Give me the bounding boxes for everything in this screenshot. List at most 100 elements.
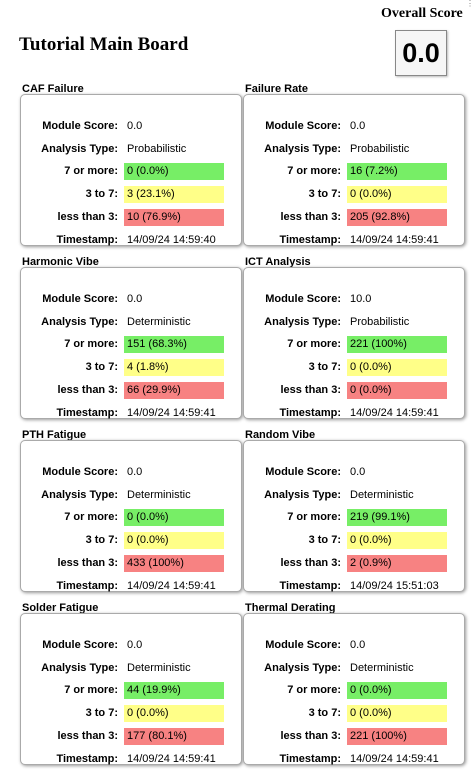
seven-or-more-value: 0 (0.0%) — [124, 163, 224, 180]
analysis-type-value: Deterministic — [127, 662, 191, 674]
analysis-type-label: Analysis Type: — [41, 143, 118, 155]
overall-score-value: 0.0 — [395, 30, 447, 76]
module-panel: Module Score: 0.0 Analysis Type: Determinis… — [20, 267, 242, 419]
analysis-type-label: Analysis Type: — [41, 316, 118, 328]
three-to-seven-row: 3 to 7: 0 (0.0%) — [244, 705, 464, 722]
module-title: Solder Fatigue — [22, 602, 99, 614]
timestamp-label: Timestamp: — [56, 407, 118, 419]
seven-or-more-label: 7 or more: — [64, 165, 118, 177]
timestamp-row: Timestamp: 14/09/24 15:51:03 — [244, 578, 464, 595]
seven-or-more-label: 7 or more: — [287, 338, 341, 350]
timestamp-row: Timestamp: 14/09/24 14:59:41 — [244, 405, 464, 422]
timestamp-label: Timestamp: — [56, 753, 118, 765]
module-score-label: Module Score: — [265, 639, 341, 651]
seven-or-more-label: 7 or more: — [64, 511, 118, 523]
module-score-value: 0.0 — [350, 120, 366, 132]
timestamp-row: Timestamp: 14/09/24 14:59:41 — [21, 405, 241, 422]
analysis-type-value: Probabilistic — [350, 316, 410, 328]
timestamp-value: 14/09/24 14:59:40 — [127, 234, 216, 246]
seven-or-more-row: 7 or more: 16 (7.2%) — [244, 163, 464, 180]
three-to-seven-label: 3 to 7: — [85, 361, 118, 373]
three-to-seven-row: 3 to 7: 4 (1.8%) — [21, 359, 241, 376]
analysis-type-row: Analysis Type: Deterministic — [21, 660, 241, 677]
seven-or-more-label: 7 or more: — [64, 338, 118, 350]
less-than-three-label: less than 3: — [280, 384, 341, 396]
module-score-label: Module Score: — [42, 639, 118, 651]
module-score-label: Module Score: — [265, 120, 341, 132]
module-score-value: 0.0 — [350, 466, 366, 478]
module-score-row: Module Score: 0.0 — [244, 118, 464, 135]
three-to-seven-row: 3 to 7: 0 (0.0%) — [21, 705, 241, 722]
module-panel: Module Score: 10.0 Analysis Type: Probabili… — [243, 267, 465, 419]
timestamp-value: 14/09/24 14:59:41 — [350, 234, 439, 246]
analysis-type-label: Analysis Type: — [41, 489, 118, 501]
analysis-type-value: Probabilistic — [127, 143, 187, 155]
module-score-label: Module Score: — [265, 466, 341, 478]
timestamp-label: Timestamp: — [56, 234, 118, 246]
timestamp-label: Timestamp: — [56, 580, 118, 592]
seven-or-more-label: 7 or more: — [287, 165, 341, 177]
module-score-row: Module Score: 0.0 — [21, 637, 241, 654]
less-than-three-row: less than 3: 221 (100%) — [244, 728, 464, 745]
timestamp-value: 14/09/24 14:59:41 — [127, 407, 216, 419]
timestamp-value: 14/09/24 14:59:41 — [350, 753, 439, 765]
three-to-seven-row: 3 to 7: 0 (0.0%) — [244, 186, 464, 203]
module-score-value: 0.0 — [127, 466, 143, 478]
three-to-seven-value: 0 (0.0%) — [124, 532, 224, 549]
module-score-value: 10.0 — [350, 293, 372, 305]
less-than-three-row: less than 3: 10 (76.9%) — [21, 209, 241, 226]
less-than-three-row: less than 3: 433 (100%) — [21, 555, 241, 572]
timestamp-value: 14/09/24 15:51:03 — [350, 580, 439, 592]
less-than-three-value: 10 (76.9%) — [124, 209, 224, 226]
three-to-seven-value: 0 (0.0%) — [347, 186, 447, 203]
less-than-three-label: less than 3: — [280, 211, 341, 223]
module-score-row: Module Score: 0.0 — [21, 291, 241, 308]
three-to-seven-value: 0 (0.0%) — [347, 705, 447, 722]
three-to-seven-label: 3 to 7: — [308, 534, 341, 546]
seven-or-more-value: 0 (0.0%) — [347, 682, 447, 699]
seven-or-more-value: 151 (68.3%) — [124, 336, 224, 353]
three-to-seven-value: 0 (0.0%) — [124, 705, 224, 722]
window-menu-icon[interactable]: ⋮ — [466, 0, 474, 8]
less-than-three-label: less than 3: — [280, 557, 341, 569]
less-than-three-row: less than 3: 177 (80.1%) — [21, 728, 241, 745]
module-score-label: Module Score: — [42, 293, 118, 305]
analysis-type-label: Analysis Type: — [264, 316, 341, 328]
timestamp-value: 14/09/24 14:59:41 — [127, 753, 216, 765]
less-than-three-label: less than 3: — [57, 557, 118, 569]
module-score-row: Module Score: 10.0 — [244, 291, 464, 308]
analysis-type-row: Analysis Type: Probabilistic — [244, 314, 464, 331]
seven-or-more-value: 0 (0.0%) — [124, 509, 224, 526]
module-panel: Module Score: 0.0 Analysis Type: Determinis… — [243, 613, 465, 765]
less-than-three-label: less than 3: — [57, 384, 118, 396]
module-score-label: Module Score: — [42, 466, 118, 478]
module-panel: Module Score: 0.0 Analysis Type: Probabilis… — [20, 94, 242, 246]
seven-or-more-value: 44 (19.9%) — [124, 682, 224, 699]
timestamp-row: Timestamp: 14/09/24 14:59:41 — [21, 578, 241, 595]
three-to-seven-row: 3 to 7: 3 (23.1%) — [21, 186, 241, 203]
seven-or-more-value: 221 (100%) — [347, 336, 447, 353]
timestamp-label: Timestamp: — [279, 407, 341, 419]
module-score-row: Module Score: 0.0 — [21, 464, 241, 481]
analysis-type-label: Analysis Type: — [264, 662, 341, 674]
analysis-type-value: Deterministic — [350, 489, 414, 501]
less-than-three-value: 66 (29.9%) — [124, 382, 224, 399]
analysis-type-label: Analysis Type: — [264, 489, 341, 501]
less-than-three-row: less than 3: 205 (92.8%) — [244, 209, 464, 226]
less-than-three-row: less than 3: 66 (29.9%) — [21, 382, 241, 399]
seven-or-more-row: 7 or more: 0 (0.0%) — [244, 682, 464, 699]
three-to-seven-label: 3 to 7: — [85, 707, 118, 719]
less-than-three-label: less than 3: — [280, 730, 341, 742]
less-than-three-label: less than 3: — [57, 211, 118, 223]
seven-or-more-row: 7 or more: 44 (19.9%) — [21, 682, 241, 699]
less-than-three-value: 205 (92.8%) — [347, 209, 447, 226]
module-panel: Module Score: 0.0 Analysis Type: Determinis… — [20, 440, 242, 592]
module-score-row: Module Score: 0.0 — [21, 118, 241, 135]
analysis-type-row: Analysis Type: Deterministic — [244, 487, 464, 504]
less-than-three-row: less than 3: 0 (0.0%) — [244, 382, 464, 399]
module-score-row: Module Score: 0.0 — [244, 637, 464, 654]
less-than-three-value: 2 (0.9%) — [347, 555, 447, 572]
overall-score-label: Overall Score — [381, 6, 463, 21]
module-title: Failure Rate — [245, 83, 308, 95]
module-score-label: Module Score: — [42, 120, 118, 132]
